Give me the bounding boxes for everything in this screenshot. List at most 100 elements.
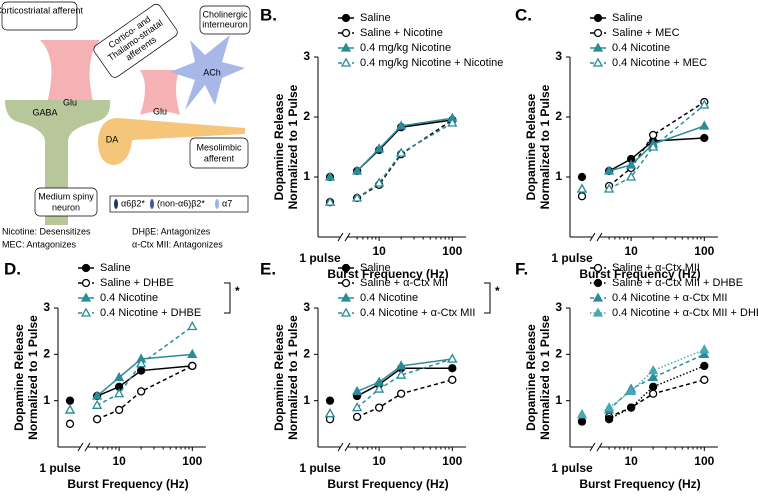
marker <box>340 307 352 317</box>
x-tick-label: 100 <box>182 454 202 468</box>
series-line <box>356 119 453 199</box>
x-tick-label: 10 <box>372 454 386 468</box>
receptor-icon <box>215 199 219 209</box>
pulse-label: 1 pulse <box>551 251 593 265</box>
box <box>199 5 251 35</box>
axis-break <box>337 232 351 242</box>
x-axis-label: Burst Frequency (Hz) <box>579 477 700 491</box>
legend-label: 0.4 mg/kg Nicotine + Nicotine <box>360 57 503 69</box>
marker <box>324 408 336 418</box>
marker <box>649 389 658 398</box>
legend-label: Saline + α-Ctx MII <box>612 262 700 274</box>
legend-label: Saline + MEC <box>612 27 680 39</box>
marker <box>80 307 92 317</box>
marker <box>593 13 603 23</box>
pulse-label: 1 pulse <box>299 251 341 265</box>
diagram-text: Medium spiny <box>38 191 94 201</box>
legend-label: Saline + Nicotine <box>360 27 443 39</box>
diagram-text: Cholinergic <box>202 9 248 19</box>
box <box>189 137 249 169</box>
series-line <box>608 353 705 411</box>
x-tick-label: 10 <box>112 454 126 468</box>
marker <box>91 399 103 409</box>
y-tick-label: 1 <box>303 169 310 183</box>
marker <box>576 409 588 419</box>
receptor-label: α7 <box>222 198 232 208</box>
marker <box>593 263 603 273</box>
marker <box>374 403 384 412</box>
panel-label: E. <box>260 259 276 278</box>
marker <box>340 42 352 52</box>
marker <box>648 141 659 151</box>
legend-label: Saline + α-Ctx MII + DHBE <box>612 277 743 289</box>
significance-label: * <box>235 284 240 298</box>
thalamo-neuron <box>140 70 180 115</box>
y-axis-label: Normalized to 1 Pulse <box>286 84 300 209</box>
marker <box>604 415 614 424</box>
cholinergic-neuron <box>170 35 245 110</box>
marker <box>699 348 710 358</box>
receptor-legend <box>109 195 249 213</box>
marker <box>592 307 604 317</box>
marker <box>341 28 351 38</box>
drug-text: Nicotine: Desensitizes <box>2 226 91 236</box>
marker <box>352 412 362 422</box>
marker <box>397 389 406 398</box>
y-tick-label: 3 <box>303 300 310 314</box>
marker <box>699 99 710 109</box>
marker <box>648 365 659 375</box>
y-axis-label: Dopamine Release <box>272 324 286 431</box>
marker <box>603 402 615 412</box>
marker <box>396 147 407 157</box>
receptor-label: α6β2* <box>121 198 145 208</box>
marker <box>65 419 75 428</box>
y-axis-label: Dopamine Release <box>272 93 286 200</box>
x-axis-label: Burst Frequency (Hz) <box>67 477 188 491</box>
marker <box>351 165 363 175</box>
y-tick-label: 1 <box>43 393 50 407</box>
series-line <box>356 117 453 172</box>
marker <box>324 196 336 206</box>
axis-break <box>77 442 91 452</box>
y-axis-label: Dopamine Release <box>524 93 538 200</box>
y-axis-label: Dopamine Release <box>12 324 26 431</box>
y-tick-label: 3 <box>43 300 50 314</box>
diagram-text: interneuron <box>202 19 248 29</box>
legend-label: 0.4 Nicotine + DHBE <box>100 307 201 319</box>
box <box>93 3 178 78</box>
diagram-text: neuron <box>52 202 80 212</box>
diagram-text: afferent <box>204 153 235 163</box>
series-line <box>356 367 453 397</box>
marker <box>351 385 363 396</box>
y-axis-label: Normalized to 1 Pulse <box>538 315 552 440</box>
y-tick-label: 2 <box>555 109 562 123</box>
y-tick-label: 1 <box>555 393 562 407</box>
marker <box>351 402 363 412</box>
legend-label: 0.4 Nicotine + α-Ctx MII <box>612 292 727 304</box>
marker <box>699 120 710 130</box>
series-line <box>356 358 453 409</box>
marker <box>114 388 125 398</box>
legend-label: 0.4 Nicotine <box>100 292 158 304</box>
marker <box>592 42 604 52</box>
series-line <box>608 379 705 418</box>
marker <box>576 183 588 193</box>
marker <box>593 28 603 38</box>
marker <box>137 387 146 396</box>
marker <box>649 130 658 140</box>
x-tick-label: 100 <box>442 454 462 468</box>
y-tick-label: 2 <box>555 347 562 361</box>
marker <box>396 360 407 370</box>
marker <box>64 404 76 414</box>
box <box>1 1 78 31</box>
marker <box>341 263 351 273</box>
series-line <box>356 358 453 393</box>
diagram-text: Mesolimbic <box>196 142 242 152</box>
marker <box>188 361 197 371</box>
legend-label: Saline + DHBE <box>100 277 174 289</box>
marker <box>603 183 615 193</box>
pulse-label: 1 pulse <box>299 461 341 475</box>
drug-text: MEC: Antagonizes <box>2 239 77 249</box>
y-tick-label: 3 <box>555 300 562 314</box>
diagram-text: DA <box>106 134 119 144</box>
